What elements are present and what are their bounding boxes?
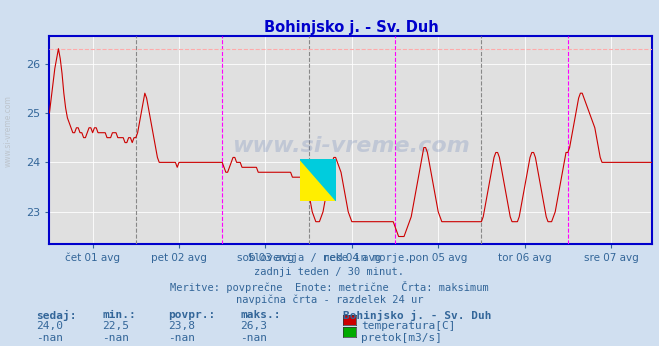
Text: -nan: -nan [102, 333, 129, 343]
Text: zadnji teden / 30 minut.: zadnji teden / 30 minut. [254, 267, 405, 277]
Text: www.si-vreme.com: www.si-vreme.com [232, 136, 470, 156]
Title: Bohinjsko j. - Sv. Duh: Bohinjsko j. - Sv. Duh [264, 20, 438, 35]
Text: 26,3: 26,3 [241, 321, 268, 331]
Text: maks.:: maks.: [241, 310, 281, 320]
Text: pretok[m3/s]: pretok[m3/s] [361, 333, 442, 343]
Text: temperatura[C]: temperatura[C] [361, 321, 455, 331]
Text: Slovenija / reke in morje.: Slovenija / reke in morje. [248, 253, 411, 263]
Text: -nan: -nan [36, 333, 63, 343]
Text: -nan: -nan [241, 333, 268, 343]
Text: navpična črta - razdelek 24 ur: navpična črta - razdelek 24 ur [236, 295, 423, 305]
Text: Bohinjsko j. - Sv. Duh: Bohinjsko j. - Sv. Duh [343, 310, 491, 321]
Text: www.si-vreme.com: www.si-vreme.com [3, 95, 13, 167]
Text: sedaj:: sedaj: [36, 310, 76, 321]
Polygon shape [300, 159, 336, 201]
Text: 24,0: 24,0 [36, 321, 63, 331]
Text: min.:: min.: [102, 310, 136, 320]
Text: 22,5: 22,5 [102, 321, 129, 331]
Text: -nan: -nan [168, 333, 195, 343]
Text: povpr.:: povpr.: [168, 310, 215, 320]
Text: Meritve: povprečne  Enote: metrične  Črta: maksimum: Meritve: povprečne Enote: metrične Črta:… [170, 281, 489, 293]
Text: 23,8: 23,8 [168, 321, 195, 331]
